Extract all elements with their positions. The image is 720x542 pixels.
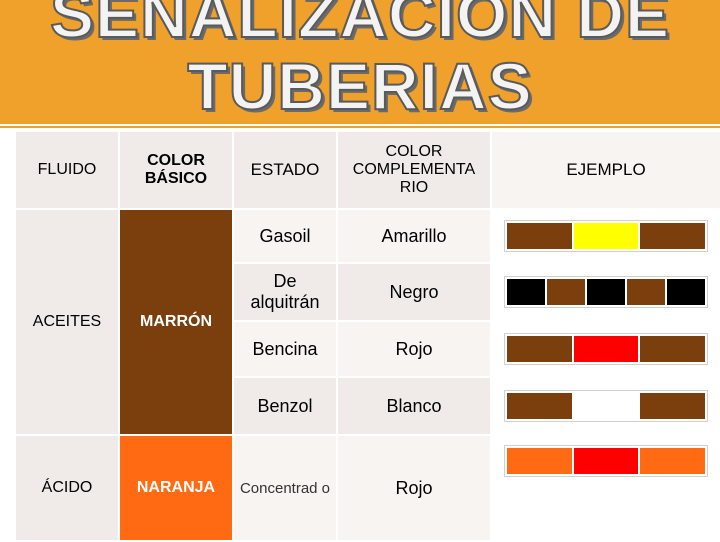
stripe-segment [507,448,572,474]
header-fluido: FLUIDO [14,130,120,210]
example-cell [490,208,720,264]
table-row: ACEITES MARRÓN Gasoil Amarillo [14,208,720,436]
stripe-segment [545,279,585,305]
header-row: FLUIDO COLOR BÁSICO ESTADO COLOR COMPLEM… [14,130,720,210]
estado-cell: Benzol [232,376,338,436]
stripe-segment [638,336,706,362]
stripe-segment [571,393,639,419]
page-title: SEÑALIZACIÓN DE TUBERIAS [0,0,720,123]
stripe-segment [638,393,706,419]
stripe-segment [638,223,706,249]
estado-cell: De alquitrán [232,262,338,322]
stripe-segment [665,279,705,305]
header-color-complementario: COLOR COMPLEMENTA RIO [336,130,492,210]
stripe-segment [638,448,706,474]
pipe-stripe-example [504,276,708,308]
example-cell [490,262,720,322]
estado-cell: Concentrad o [232,434,338,542]
header-color-basico: COLOR BÁSICO [118,130,234,210]
stripe-segment [507,279,545,305]
stripe-segment [571,223,639,249]
banner-divider [0,124,720,126]
stripe-segment [507,223,572,249]
fluid-aceites: ACEITES [14,208,120,436]
table-row: Bencina Rojo [15,320,720,378]
table-row: Benzol Blanco [15,376,720,436]
complementario-cell: Rojo [336,434,492,542]
title-line-1: SEÑALIZACIÓN DE [49,0,671,51]
header-estado: ESTADO [232,130,338,210]
pipe-stripe-example [504,390,708,422]
title-line-2: TUBERIAS [186,49,533,123]
pipe-stripe-example [504,333,708,365]
stripe-segment [507,336,572,362]
stripe-segment [571,448,639,474]
example-cell [490,320,720,378]
stripe-segment [585,279,625,305]
estado-cell: Bencina [232,320,338,378]
example-cell [490,434,720,542]
pipe-marking-table: FLUIDO COLOR BÁSICO ESTADO COLOR COMPLEM… [14,130,720,542]
pipe-stripe-example [504,220,708,252]
estado-cell: Gasoil [232,208,338,264]
title-banner [0,0,720,128]
basic-color-naranja: NARANJA [118,434,234,542]
stripe-segment [507,393,572,419]
example-cell [490,376,720,436]
complementario-cell: Blanco [336,376,492,436]
complementario-cell: Negro [336,262,492,322]
basic-color-marron: MARRÓN [118,208,234,436]
stripe-segment [571,336,639,362]
fluid-acido: ÁCIDO [14,434,120,542]
header-ejemplo: EJEMPLO [490,130,720,210]
stripe-segment [625,279,665,305]
complementario-cell: Amarillo [336,208,492,264]
table-row: De alquitrán Negro [15,262,720,322]
complementario-cell: Rojo [336,320,492,378]
table-row: ÁCIDO NARANJA Concentrad o Rojo [14,434,720,542]
pipe-stripe-example [504,445,708,477]
